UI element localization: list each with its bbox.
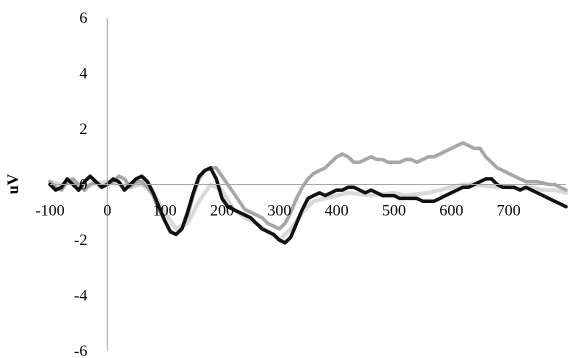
x-tick-label: 400 [325,203,349,220]
axis-layer [50,18,566,351]
y-tick-label: -4 [74,288,87,305]
series-line-1 [48,179,568,242]
y-tick-label: 0 [79,177,87,194]
x-tick-label: 600 [439,203,463,220]
x-tick-label: 200 [210,203,234,220]
y-tick-label: 4 [79,66,87,83]
x-tick-label: 0 [103,203,111,220]
y-tick-label: 2 [79,121,87,138]
series-line-3 [48,166,568,245]
y-tick-label: -2 [74,232,87,249]
series-layer [48,141,568,245]
y-tick-label: 6 [79,10,87,27]
series-line-2 [48,141,568,237]
tick-label-layer: -6 -4 -2 0 2 4 6 -100 0 100 200 300 400 500 600 700 [35,10,520,358]
x-tick-label: 500 [382,203,406,220]
y-axis-label: uV [5,173,22,194]
x-tick-label: -100 [35,203,64,220]
x-tick-label: 300 [267,203,291,220]
y-tick-label: -6 [74,343,87,358]
x-tick-label: 700 [497,203,521,220]
x-tick-label: 100 [153,203,177,220]
